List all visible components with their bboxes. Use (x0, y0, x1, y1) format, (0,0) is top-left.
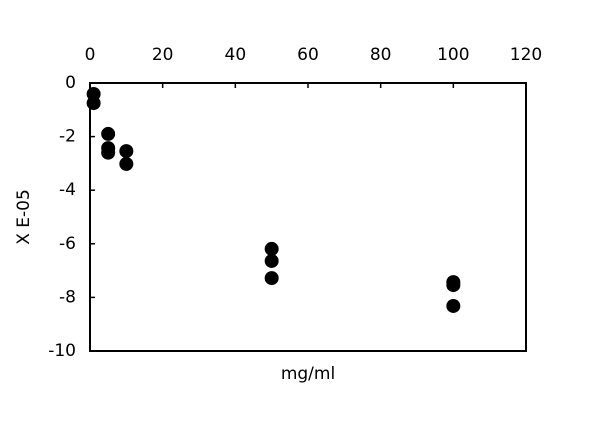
x-axis-label: mg/ml (281, 364, 335, 384)
point (101, 126, 116, 141)
point (119, 156, 134, 171)
y-tick-label: -8 (59, 287, 76, 307)
point (101, 145, 116, 160)
point (446, 298, 461, 313)
point (119, 144, 134, 159)
plot-frame (89, 82, 527, 352)
y-tick-label: 0 (65, 73, 76, 93)
x-tick-label: 0 (85, 45, 96, 65)
x-tick-label: 120 (510, 45, 542, 65)
point (264, 253, 279, 268)
x-tick-label: 20 (152, 45, 174, 65)
point (264, 241, 279, 256)
y-tick-label: -2 (59, 127, 76, 147)
x-tick-label: 80 (370, 45, 392, 65)
y-axis-label: X E-05 (14, 189, 34, 245)
x-tick-label: 60 (297, 45, 319, 65)
x-tick-label: 100 (437, 45, 469, 65)
y-tick-label: -10 (48, 341, 76, 361)
y-tick-label: -6 (59, 234, 76, 254)
y-tick-label: -4 (59, 180, 76, 200)
x-tick-label: 40 (225, 45, 247, 65)
point (446, 278, 461, 293)
point (86, 96, 101, 111)
point (264, 271, 279, 286)
